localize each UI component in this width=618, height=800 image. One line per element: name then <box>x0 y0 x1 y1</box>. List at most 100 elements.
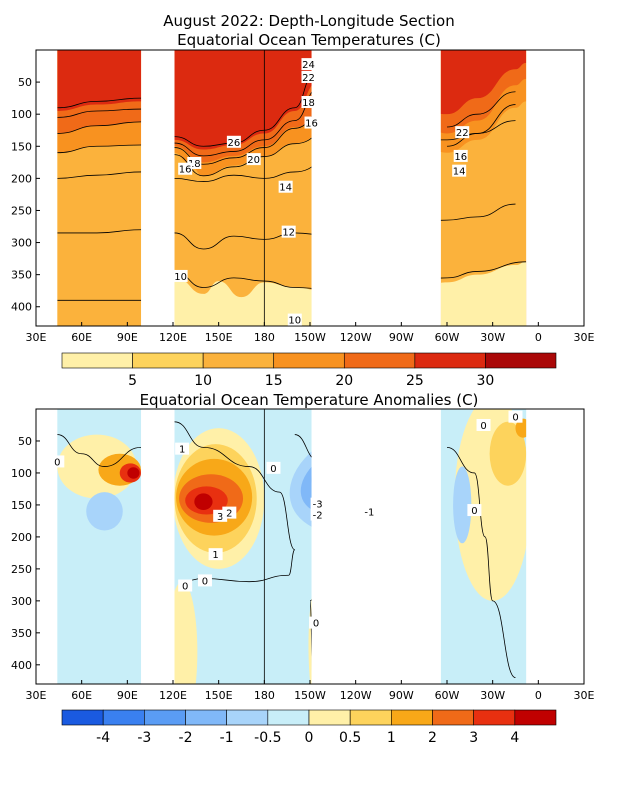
contour-label-box <box>281 225 296 238</box>
y-tick-label: 400 <box>11 659 32 672</box>
isotherm-line <box>446 91 516 128</box>
contour-label: 0 <box>202 576 208 587</box>
colorbar-tick-label: 30 <box>477 373 495 389</box>
colorbar-swatch <box>349 709 392 726</box>
contour-label: 14 <box>279 183 292 194</box>
warm-4-5 <box>194 493 213 511</box>
colorbar-swatch <box>144 709 186 726</box>
y-tick-label: 150 <box>11 140 32 153</box>
x-tick-label: 60W <box>435 331 460 344</box>
x-tick-label: 150W <box>294 689 326 702</box>
contour-label-box <box>452 164 467 177</box>
zero-contour <box>446 446 516 679</box>
contour-label: 0 <box>54 457 60 468</box>
colorbar-swatch <box>414 352 486 369</box>
contour-label-box <box>309 616 324 629</box>
contour-label: 22 <box>456 128 469 139</box>
contour-label: 24 <box>302 60 315 71</box>
colorbar-tick-label: 2 <box>428 730 437 746</box>
contour-label-box <box>467 504 482 517</box>
contour-label: 20 <box>247 155 260 166</box>
x-tick-label: 90W <box>389 331 414 344</box>
contour-label-box <box>175 442 190 455</box>
contour-label: 1 <box>179 445 185 456</box>
colorbar-tick-label: 5 <box>128 373 137 389</box>
warm-io-4 <box>127 467 140 479</box>
data-field <box>57 409 527 684</box>
warm-atl-2 <box>515 418 527 438</box>
colorbar-swatch <box>132 352 204 369</box>
x-tick-label: 90E <box>117 689 138 702</box>
contour-label: 18 <box>188 159 201 170</box>
x-tick-label: 150E <box>205 331 233 344</box>
colorbar-tick-label: 3 <box>469 730 478 746</box>
isotherm-line <box>57 56 329 147</box>
contour-label-box <box>266 461 281 474</box>
contour-label-box <box>222 506 237 519</box>
zero-contour <box>57 434 142 467</box>
x-tick-label: 30E <box>574 331 595 344</box>
y-tick-label: 150 <box>11 499 32 512</box>
y-tick-label: 350 <box>11 269 32 282</box>
colorbar-swatch <box>473 709 516 726</box>
colorbar-tick-label: 10 <box>194 373 212 389</box>
contour-label: 26 <box>228 138 241 149</box>
x-tick-label: 0 <box>535 331 542 344</box>
colorbar-tick-label: -0.5 <box>254 730 281 746</box>
contour-label-box <box>304 116 319 129</box>
contour-label: -1 <box>364 507 374 518</box>
x-tick-label: 150W <box>294 331 326 344</box>
contour-label: 0 <box>313 619 319 630</box>
contour-label: 16 <box>179 165 192 176</box>
colorbar-tick-label: 1 <box>387 730 396 746</box>
x-tick-label: 30W <box>480 689 505 702</box>
colorbar-tick-label: 25 <box>406 373 424 389</box>
contour-label: 0 <box>480 421 486 432</box>
contour-label-box <box>301 95 316 108</box>
chart-title: Equatorial Ocean Temperature Anomalies (… <box>140 391 479 409</box>
x-tick-label: 90E <box>117 331 138 344</box>
contour-label: 18 <box>302 98 315 109</box>
y-tick-label: 100 <box>11 108 32 121</box>
contour-label: -2 <box>313 511 323 522</box>
contour-label-box <box>301 70 316 83</box>
chart-title: August 2022: Depth-Longitude Section <box>163 12 454 30</box>
colorbar-tick-label: -2 <box>179 730 193 746</box>
contour-label: 10 <box>174 272 187 283</box>
contour-label-box <box>362 505 377 518</box>
contour-label-box <box>508 410 523 423</box>
warm-deep <box>166 581 198 684</box>
x-tick-label: 90W <box>389 689 414 702</box>
contour-label-box <box>50 455 65 468</box>
colorbar-swatch <box>391 709 433 726</box>
x-tick-label: 180 <box>254 689 275 702</box>
y-tick-label: 50 <box>18 435 32 448</box>
y-tick-label: 200 <box>11 172 32 185</box>
colorbar-swatch <box>343 352 416 369</box>
y-tick-label: 400 <box>11 301 32 314</box>
contour-label: 1 <box>212 550 218 561</box>
colorbar-tick-label: 4 <box>510 730 519 746</box>
colorbar-swatch <box>485 352 557 369</box>
colorbar-swatch <box>226 709 269 726</box>
colorbar-swatch <box>61 352 133 369</box>
contour-label-box <box>476 418 491 431</box>
contour-label-box <box>208 548 223 561</box>
colorbar-tick-label: 20 <box>335 373 353 389</box>
colorbar-swatch <box>432 709 474 726</box>
colorbar-tick-label: -3 <box>137 730 151 746</box>
x-tick-label: 60W <box>435 689 460 702</box>
x-tick-label: 120W <box>340 331 372 344</box>
contour-label-box <box>455 126 470 139</box>
x-tick-label: 120E <box>159 331 187 344</box>
contour-label-box <box>278 180 293 193</box>
contour-label-box <box>226 135 241 148</box>
colorbar-tick-label: -1 <box>220 730 234 746</box>
band-0-5 <box>57 261 527 326</box>
contour-label: 0 <box>270 464 276 475</box>
x-tick-label: 0 <box>535 689 542 702</box>
y-tick-label: 250 <box>11 204 32 217</box>
